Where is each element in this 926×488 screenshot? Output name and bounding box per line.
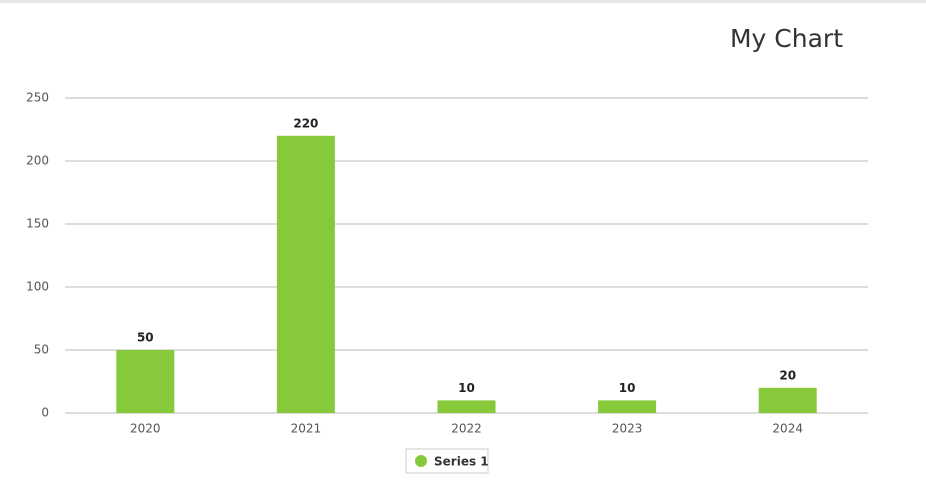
bar <box>437 400 496 413</box>
y-tick-label: 200 <box>26 154 49 168</box>
y-tick-label: 0 <box>41 406 49 420</box>
bar <box>116 350 175 413</box>
x-tick-label: 2021 <box>291 422 322 436</box>
legend-item[interactable]: Series 1 <box>415 455 489 469</box>
legend-swatch <box>415 455 427 467</box>
legend: Series 1 <box>405 448 489 474</box>
x-tick-label: 2022 <box>451 422 482 436</box>
y-tick-label: 150 <box>26 217 49 231</box>
y-tick-label: 250 <box>26 91 49 105</box>
bar <box>598 400 657 413</box>
y-tick-label: 50 <box>34 343 49 357</box>
x-tick-label: 2024 <box>772 422 803 436</box>
x-tick-label: 2023 <box>612 422 643 436</box>
data-label: 10 <box>619 381 636 395</box>
y-tick-label: 100 <box>26 280 49 294</box>
data-label: 20 <box>779 368 796 382</box>
data-label: 10 <box>458 381 475 395</box>
chart-title: My Chart <box>730 24 843 53</box>
data-label: 220 <box>293 116 318 130</box>
legend-label: Series 1 <box>434 455 489 469</box>
x-tick-label: 2020 <box>130 422 161 436</box>
data-label: 50 <box>137 331 154 345</box>
bar <box>758 387 817 413</box>
top-border <box>0 0 926 3</box>
bar <box>276 135 335 414</box>
